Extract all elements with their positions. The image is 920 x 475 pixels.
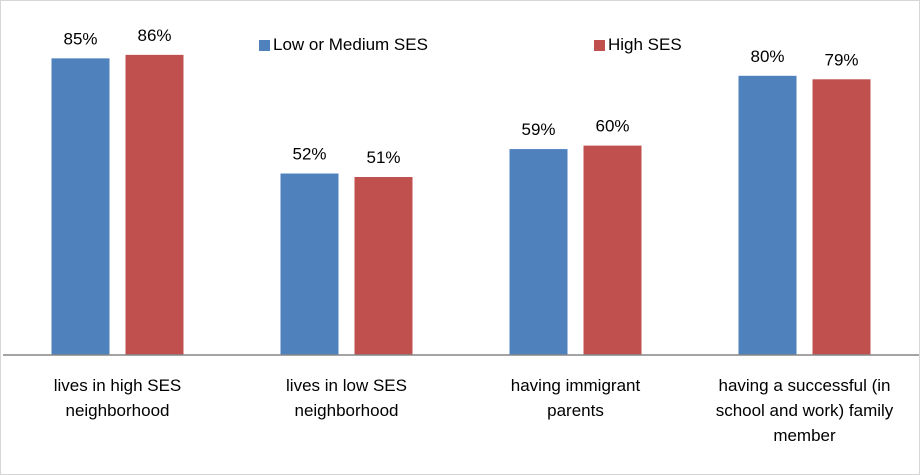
x-tick-label-line: neighborhood [65,401,170,420]
data-label-low-medium-ses-2: 59% [521,120,555,139]
legend-swatch-low-medium-ses [259,39,270,51]
data-label-low-medium-ses-1: 52% [292,145,326,164]
x-tick-label-line: having immigrant [510,376,641,395]
x-tick-label-2: having immigrant parents [476,373,676,423]
data-label-low-medium-ses-3: 80% [750,47,784,66]
legend-label-high-ses: High SES [608,35,682,54]
legend-item-high-ses: High SES [594,35,682,55]
data-label-high-ses-0: 86% [137,26,171,45]
x-tick-label-line: neighborhood [294,401,399,420]
data-label-high-ses-3: 79% [824,50,858,69]
x-tick-label-line: parents [547,401,604,420]
data-label-low-medium-ses-0: 85% [63,29,97,48]
data-label-high-ses-1: 51% [366,148,400,167]
bar-low-medium-ses-3 [738,75,797,356]
bar-high-ses-1 [354,177,413,355]
bar-low-medium-ses-1 [280,173,339,355]
x-tick-label-line: having a successful (in [718,376,891,395]
x-tick-label-line: school and work) family [715,401,894,420]
bar-low-medium-ses-2 [509,149,568,355]
x-tick-label-line: member [773,426,836,445]
bar-low-medium-ses-0 [51,58,110,355]
x-tick-label-line: lives in low SES [286,376,407,395]
bar-high-ses-3 [812,79,871,355]
x-tick-label-1: lives in low SES neighborhood [247,373,447,423]
legend-swatch-high-ses [594,39,605,51]
bar-high-ses-0 [125,54,184,356]
data-label-high-ses-2: 60% [595,117,629,136]
bar-high-ses-2 [583,145,642,355]
x-tick-label-line: lives in high SES [53,376,182,395]
x-tick-label-3: having a successful (in school and work) … [705,373,905,448]
legend-label-low-medium-ses: Low or Medium SES [273,35,428,54]
legend-item-low-medium-ses: Low or Medium SES [259,35,428,55]
x-tick-label-0: lives in high SES neighborhood [18,373,218,423]
